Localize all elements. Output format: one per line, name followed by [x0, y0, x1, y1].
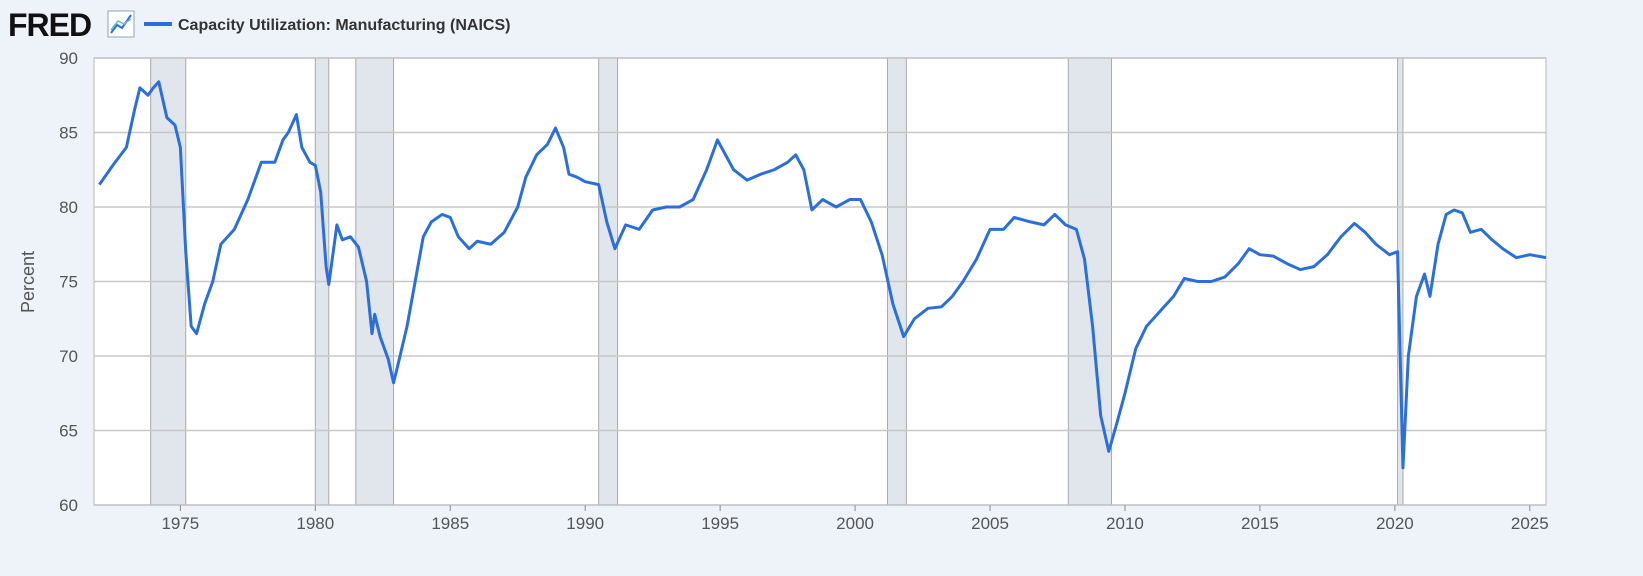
x-tick-label: 1995 [701, 514, 739, 533]
x-tick-label: 2000 [836, 514, 874, 533]
legend-label: Capacity Utilization: Manufacturing (NAI… [178, 17, 510, 34]
y-tick-label: 75 [59, 273, 78, 292]
data-line [98, 80, 1547, 470]
chart-icon [107, 10, 135, 38]
x-tick-label: 2015 [1241, 514, 1279, 533]
x-tick-label: 2005 [971, 514, 1009, 533]
y-tick-label: 65 [59, 422, 78, 441]
y-tick-label: 80 [59, 198, 78, 217]
x-tick-label: 1975 [161, 514, 199, 533]
x-tick-label: 2010 [1106, 514, 1144, 533]
y-axis-label: Percent [18, 251, 38, 313]
y-tick-label: 85 [59, 124, 78, 143]
y-tick-label: 70 [59, 347, 78, 366]
x-tick-label: 1980 [296, 514, 334, 533]
y-tick-label: 90 [59, 49, 78, 68]
x-tick-label: 1990 [566, 514, 604, 533]
x-tick-label: 1985 [431, 514, 469, 533]
y-tick-label: 60 [59, 496, 78, 515]
brand-logo: FRED [8, 7, 91, 43]
x-tick-label: 2020 [1376, 514, 1414, 533]
x-tick-label: 2025 [1511, 514, 1549, 533]
plot-border [93, 57, 1547, 506]
